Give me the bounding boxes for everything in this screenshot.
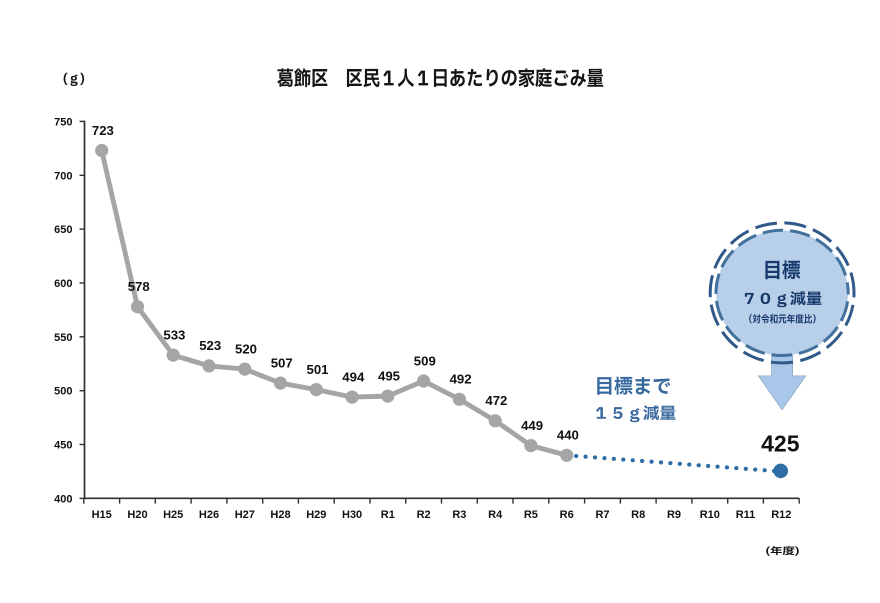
svg-text:520: 520 [235,341,257,356]
svg-text:R12: R12 [771,509,791,521]
svg-text:H20: H20 [127,509,147,521]
svg-text:494: 494 [342,369,365,384]
svg-text:H27: H27 [235,509,255,521]
svg-text:425: 425 [761,431,800,457]
svg-text:R11: R11 [736,509,756,521]
svg-text:R10: R10 [700,509,720,521]
svg-text:R8: R8 [631,509,645,521]
svg-text:449: 449 [521,418,543,433]
svg-text:H29: H29 [306,509,326,521]
svg-text:550: 550 [54,332,72,344]
svg-text:R2: R2 [417,509,431,521]
svg-text:533: 533 [163,327,185,342]
svg-text:523: 523 [199,338,221,353]
svg-text:492: 492 [450,372,472,387]
svg-text:450: 450 [54,440,72,452]
svg-text:R6: R6 [560,509,574,521]
svg-text:495: 495 [378,368,400,383]
svg-text:H25: H25 [163,509,183,521]
svg-text:H15: H15 [92,509,112,521]
svg-text:H30: H30 [342,509,362,521]
svg-text:509: 509 [414,353,436,368]
svg-text:R1: R1 [381,509,395,521]
svg-text:700: 700 [54,170,72,182]
svg-text:501: 501 [306,362,328,377]
svg-text:R5: R5 [524,509,538,521]
svg-text:R3: R3 [452,509,466,521]
svg-text:650: 650 [54,224,72,236]
svg-text:R9: R9 [667,509,681,521]
svg-text:400: 400 [54,493,72,505]
svg-text:H26: H26 [199,509,219,521]
svg-text:R4: R4 [488,509,503,521]
svg-text:440: 440 [557,428,579,443]
svg-text:472: 472 [485,393,507,408]
svg-text:578: 578 [128,279,150,294]
svg-text:H28: H28 [270,509,290,521]
svg-text:500: 500 [54,386,72,398]
svg-text:750: 750 [54,116,72,128]
svg-text:507: 507 [271,355,293,370]
svg-text:R7: R7 [595,509,609,521]
svg-text:600: 600 [54,278,72,290]
svg-text:723: 723 [92,123,114,138]
